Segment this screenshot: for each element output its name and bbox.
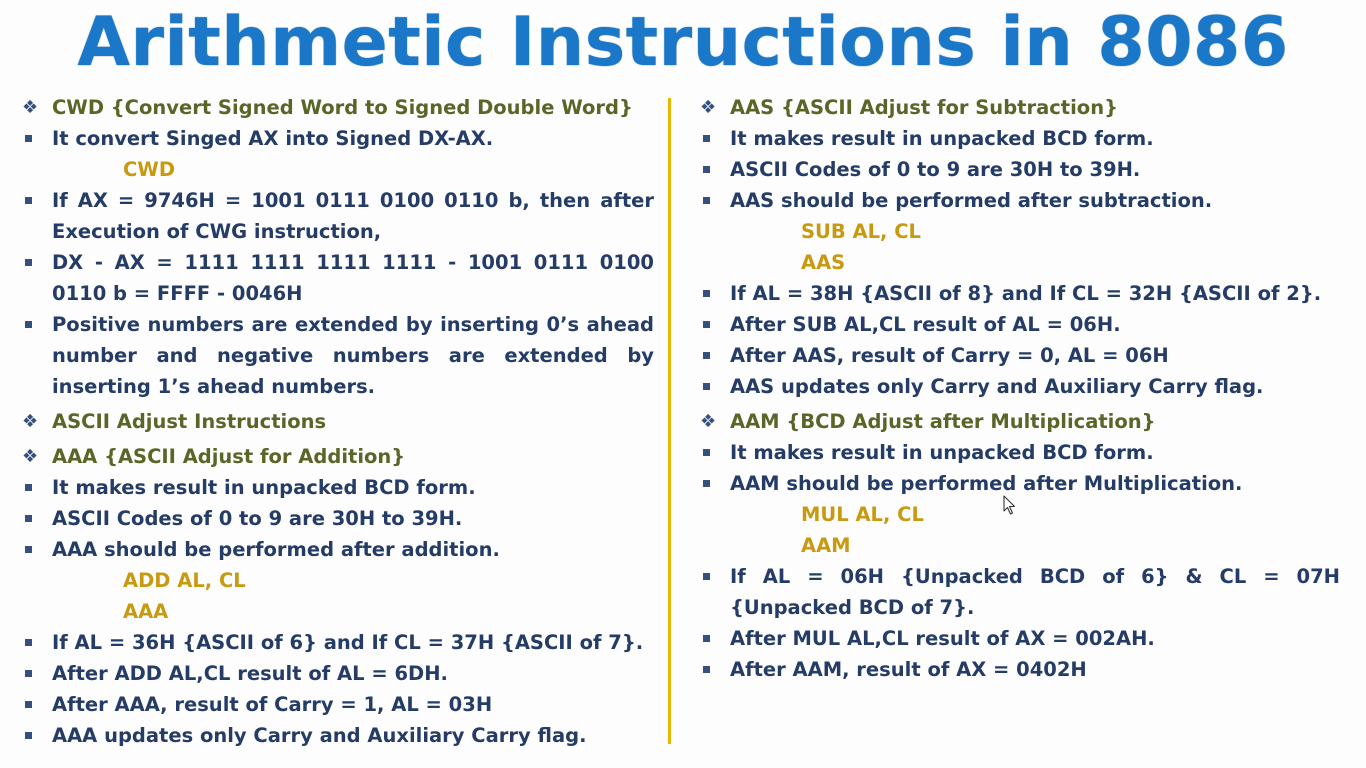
diamond-bullet-icon: ❖ bbox=[700, 411, 717, 432]
diamond-bullet-icon: ❖ bbox=[22, 97, 39, 118]
column-divider bbox=[668, 98, 671, 744]
section-heading: ❖ ASCII Adjust Instructions bbox=[22, 406, 654, 437]
bullet-item: It convert Singed AX into Signed DX-AX. bbox=[22, 123, 654, 154]
bullet-text: After ADD AL,CL result of AL = 6DH. bbox=[52, 662, 448, 685]
diamond-bullet-icon: ❖ bbox=[22, 446, 39, 467]
heading-text: AAS {ASCII Adjust for Subtraction} bbox=[730, 96, 1118, 119]
bullet-item: After ADD AL,CL result of AL = 6DH. bbox=[22, 658, 654, 689]
bullet-text: AAA updates only Carry and Auxiliary Car… bbox=[52, 724, 587, 747]
bullet-item: DX - AX = 1111 1111 1111 1111 - 1001 011… bbox=[22, 247, 654, 309]
heading-text: ASCII Adjust Instructions bbox=[52, 410, 327, 433]
section-heading: ❖ AAA {ASCII Adjust for Addition} bbox=[22, 441, 654, 472]
bullet-item: If AL = 36H {ASCII of 6} and If CL = 37H… bbox=[22, 627, 654, 658]
section-heading: ❖ AAS {ASCII Adjust for Subtraction} bbox=[700, 92, 1340, 123]
bullet-text: After AAS, result of Carry = 0, AL = 06H bbox=[730, 344, 1169, 367]
bullet-item: It makes result in unpacked BCD form. bbox=[700, 123, 1340, 154]
bullet-text: After AAM, result of AX = 0402H bbox=[730, 658, 1087, 681]
bullet-text: After AAA, result of Carry = 1, AL = 03H bbox=[52, 693, 493, 716]
bullet-item: After AAS, result of Carry = 0, AL = 06H bbox=[700, 340, 1340, 371]
bullet-text: If AX = 9746H = 1001 0111 0100 0110 b, t… bbox=[52, 189, 654, 243]
diamond-bullet-icon: ❖ bbox=[700, 97, 717, 118]
bullet-item: It makes result in unpacked BCD form. bbox=[22, 472, 654, 503]
bullet-item: AAS should be performed after subtractio… bbox=[700, 185, 1340, 216]
bullet-text: AAS should be performed after subtractio… bbox=[730, 189, 1213, 212]
right-column: ❖ AAS {ASCII Adjust for Subtraction} It ma… bbox=[700, 92, 1340, 685]
bullet-text: Positive numbers are extended by inserti… bbox=[52, 313, 654, 398]
bullet-item: AAA should be performed after addition. bbox=[22, 534, 654, 565]
bullet-item: AAA updates only Carry and Auxiliary Car… bbox=[22, 720, 654, 751]
bullet-text: It makes result in unpacked BCD form. bbox=[52, 476, 476, 499]
bullet-item: Positive numbers are extended by inserti… bbox=[22, 309, 654, 402]
bullet-text: ASCII Codes of 0 to 9 are 30H to 39H. bbox=[730, 158, 1141, 181]
bullet-text: If AL = 36H {ASCII of 6} and If CL = 37H… bbox=[52, 631, 644, 654]
bullet-text: DX - AX = 1111 1111 1111 1111 - 1001 011… bbox=[52, 251, 654, 305]
bullet-text: It makes result in unpacked BCD form. bbox=[730, 127, 1154, 150]
bullet-item: After AAM, result of AX = 0402H bbox=[700, 654, 1340, 685]
bullet-text: It convert Singed AX into Signed DX-AX. bbox=[52, 127, 494, 150]
bullet-item: AAS updates only Carry and Auxiliary Car… bbox=[700, 371, 1340, 402]
slide-title: Arithmetic Instructions in 8086 bbox=[77, 3, 1289, 82]
bullet-item: AAM should be performed after Multiplica… bbox=[700, 468, 1340, 499]
bullet-text: AAA should be performed after addition. bbox=[52, 538, 500, 561]
section-heading: ❖ AAM {BCD Adjust after Multiplication} bbox=[700, 406, 1340, 437]
heading-text: CWD {Convert Signed Word to Signed Doubl… bbox=[52, 96, 633, 119]
bullet-item: If AL = 06H {Unpacked BCD of 6} & CL = 0… bbox=[700, 561, 1340, 623]
bullet-item: If AL = 38H {ASCII of 8} and If CL = 32H… bbox=[700, 278, 1340, 309]
bullet-text: After MUL AL,CL result of AX = 002AH. bbox=[730, 627, 1155, 650]
bullet-text: It makes result in unpacked BCD form. bbox=[730, 441, 1154, 464]
code-line: SUB AL, CL bbox=[801, 220, 921, 243]
bullet-text: AAS updates only Carry and Auxiliary Car… bbox=[730, 375, 1264, 398]
bullet-item: After AAA, result of Carry = 1, AL = 03H bbox=[22, 689, 654, 720]
bullet-item: If AX = 9746H = 1001 0111 0100 0110 b, t… bbox=[22, 185, 654, 247]
bullet-item: After SUB AL,CL result of AL = 06H. bbox=[700, 309, 1340, 340]
bullet-item: It makes result in unpacked BCD form. bbox=[700, 437, 1340, 468]
code-line: AAS bbox=[801, 251, 846, 274]
section-heading: ❖ CWD {Convert Signed Word to Signed Doub… bbox=[22, 92, 654, 123]
bullet-text: ASCII Codes of 0 to 9 are 30H to 39H. bbox=[52, 507, 463, 530]
diamond-bullet-icon: ❖ bbox=[22, 411, 39, 432]
bullet-text: If AL = 38H {ASCII of 8} and If CL = 32H… bbox=[730, 282, 1322, 305]
heading-text: AAA {ASCII Adjust for Addition} bbox=[52, 445, 406, 468]
mouse-cursor-icon bbox=[1003, 495, 1016, 515]
bullet-item: ASCII Codes of 0 to 9 are 30H to 39H. bbox=[22, 503, 654, 534]
code-line: CWD bbox=[123, 158, 176, 181]
bullet-text: After SUB AL,CL result of AL = 06H. bbox=[730, 313, 1121, 336]
bullet-item: ASCII Codes of 0 to 9 are 30H to 39H. bbox=[700, 154, 1340, 185]
code-line: AAA bbox=[123, 600, 169, 623]
code-line: MUL AL, CL bbox=[801, 503, 924, 526]
bullet-text: If AL = 06H {Unpacked BCD of 6} & CL = 0… bbox=[730, 565, 1340, 619]
heading-text: AAM {BCD Adjust after Multiplication} bbox=[730, 410, 1156, 433]
left-column: ❖ CWD {Convert Signed Word to Signed Doub… bbox=[22, 92, 654, 751]
bullet-item: After MUL AL,CL result of AX = 002AH. bbox=[700, 623, 1340, 654]
bullet-text: AAM should be performed after Multiplica… bbox=[730, 472, 1243, 495]
code-line: AAM bbox=[801, 534, 851, 557]
code-line: ADD AL, CL bbox=[123, 569, 246, 592]
